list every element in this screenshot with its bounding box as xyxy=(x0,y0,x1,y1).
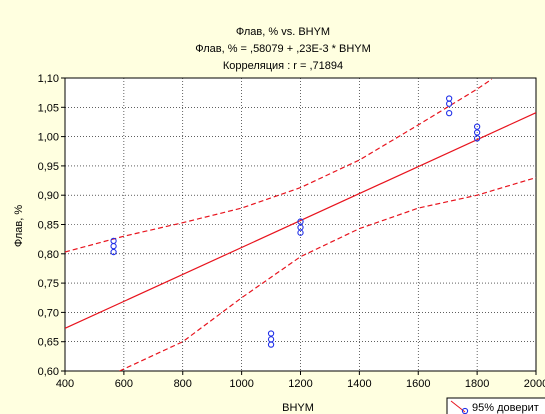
x-tick-label: 1600 xyxy=(406,378,430,390)
y-tick-label: 0,70 xyxy=(38,307,59,319)
x-tick-label: 1000 xyxy=(229,378,253,390)
chart-title: Флав, % vs. BHYM xyxy=(236,26,330,38)
regression-line xyxy=(65,112,536,329)
data-point xyxy=(267,330,275,337)
data-point xyxy=(473,129,481,136)
y-tick-label: 1,05 xyxy=(38,102,59,114)
x-tick-label: 800 xyxy=(174,378,192,390)
y-tick-label: 1,10 xyxy=(38,73,59,85)
y-tick-label: 0,60 xyxy=(38,366,59,378)
chart-subtitle: Флав, % = ,58079 + ,23E-3 * BHYM xyxy=(195,43,371,55)
y-tick-label: 0,85 xyxy=(38,220,59,232)
y-tick-label: 0,90 xyxy=(38,190,59,202)
legend-box xyxy=(446,397,545,414)
chart-correlation: Корреляция : r = ,71894 xyxy=(223,60,343,72)
data-point xyxy=(446,100,453,107)
series-layer xyxy=(65,78,536,371)
data-point xyxy=(473,135,481,142)
y-tick-label: 1,00 xyxy=(38,132,59,144)
y-tick-label: 0,80 xyxy=(38,249,59,261)
y-axis-ticks: 0,60 0,65 0,70 0,75 0,80 0,85 0,90 0,95 1,00 1,05… xyxy=(38,73,65,378)
x-tick-label: 1400 xyxy=(347,378,371,390)
legend: 95% доверит xyxy=(446,397,545,414)
x-tick-label: 400 xyxy=(56,378,74,390)
x-axis-label: BHYM xyxy=(282,402,314,414)
data-point xyxy=(297,229,304,236)
y-axis-label: Флав, % xyxy=(13,205,25,247)
x-tick-label: 1800 xyxy=(465,378,489,390)
data-point xyxy=(110,243,117,250)
legend-label: 95% доверит xyxy=(472,402,539,414)
grid-lines xyxy=(64,77,537,372)
upper-confidence-band xyxy=(65,78,493,253)
data-point xyxy=(297,218,304,225)
y-tick-label: 0,65 xyxy=(38,337,59,349)
y-tick-label: 0,75 xyxy=(38,278,59,290)
y-tick-label: 0,95 xyxy=(38,161,59,173)
lower-confidence-band xyxy=(119,177,536,371)
data-point xyxy=(473,123,481,130)
x-tick-label: 1200 xyxy=(288,378,312,390)
data-point xyxy=(446,110,453,117)
data-point xyxy=(267,341,275,348)
data-point xyxy=(110,248,117,256)
x-tick-label: 600 xyxy=(115,378,133,390)
